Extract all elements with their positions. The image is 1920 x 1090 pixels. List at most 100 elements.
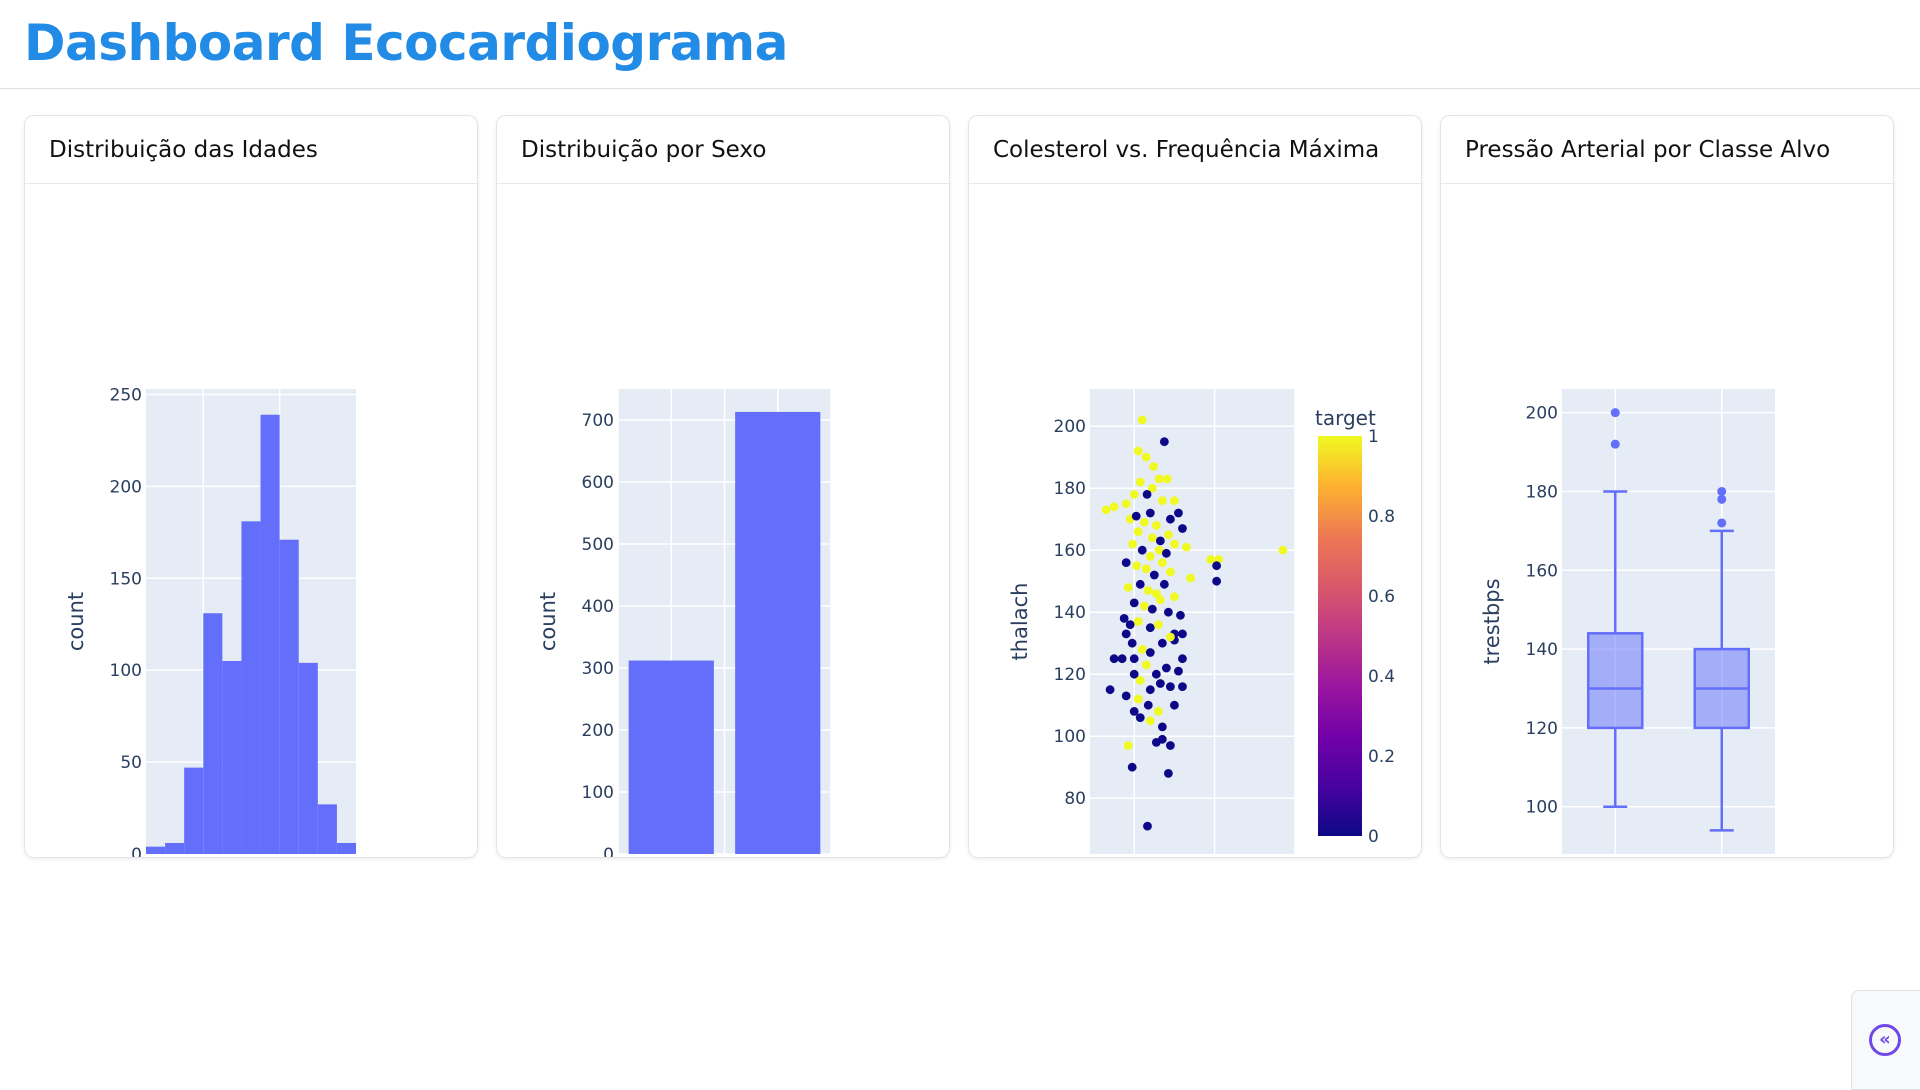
- y-tick-label: 250: [110, 386, 142, 406]
- colorbar-tick-label: 0.6: [1368, 587, 1395, 607]
- scatter-point: [1159, 579, 1169, 589]
- scatter-point: [1129, 598, 1139, 608]
- scatter-point: [1145, 508, 1155, 518]
- scatter-point: [1186, 573, 1195, 583]
- colorbar-tick-label: 1: [1368, 427, 1379, 447]
- scatter-point: [1109, 502, 1119, 512]
- scatter-point: [1121, 499, 1131, 509]
- scatter-point: [1145, 685, 1155, 695]
- scatter-point: [1133, 446, 1143, 456]
- card-age-histogram: Distribuição das Idades 0501001502002504…: [24, 115, 478, 858]
- age-histogram-chart[interactable]: 0501001502002504060agecount: [25, 184, 477, 857]
- histogram-bar: [222, 661, 242, 854]
- scatter-point: [1143, 586, 1153, 595]
- scatter-point: [1155, 536, 1165, 546]
- scatter-point: [1135, 676, 1145, 685]
- colorbar: [1318, 436, 1362, 836]
- box-iqr: [1587, 632, 1644, 730]
- scatter-point: [1157, 558, 1167, 567]
- y-tick-label: 0: [603, 845, 614, 857]
- scatter-point: [1212, 561, 1222, 571]
- colorbar-tick-label: 0.8: [1368, 507, 1395, 527]
- y-tick-label: 150: [110, 569, 142, 589]
- card-title: Pressão Arterial por Classe Alvo: [1441, 116, 1893, 184]
- sidebar-toggle-button[interactable]: «: [1851, 990, 1920, 1090]
- histogram-bar: [279, 539, 299, 854]
- y-tick-label: 100: [110, 661, 142, 681]
- scatter-point: [1161, 548, 1171, 558]
- scatter-point: [1157, 734, 1167, 744]
- histogram-bar: [298, 662, 318, 854]
- scatter-point: [1151, 521, 1161, 530]
- histogram-bar: [203, 613, 223, 854]
- sex-bar-chart[interactable]: 0100200300400500600700−0.500.511.5sexcou…: [497, 184, 949, 857]
- scatter-point: [1170, 700, 1179, 710]
- scatter-point: [1132, 561, 1142, 571]
- card-title: Distribuição das Idades: [25, 116, 477, 184]
- scatter-point: [1206, 555, 1215, 564]
- scatter-point: [1147, 483, 1157, 493]
- scatter-point: [1170, 496, 1179, 505]
- scatter-point: [1117, 654, 1127, 664]
- scatter-point: [1129, 654, 1139, 664]
- y-tick-label: 100: [1054, 727, 1086, 747]
- scatter-point: [1141, 564, 1151, 574]
- scatter-point: [1128, 539, 1138, 549]
- scatter-point: [1145, 716, 1155, 726]
- box-outlier: [1717, 486, 1727, 496]
- colorbar-title: target: [1315, 406, 1376, 430]
- y-tick-label: 50: [120, 753, 142, 773]
- scatter-point: [1127, 638, 1137, 648]
- scatter-point: [1155, 595, 1165, 605]
- histogram-bar: [146, 846, 166, 854]
- y-tick-label: 200: [1526, 404, 1558, 424]
- scatter-point: [1121, 629, 1131, 639]
- box-outlier: [1717, 518, 1727, 528]
- scatter-point: [1157, 638, 1167, 648]
- trestbps-box-chart[interactable]: 10012014016018020001targettrestbps: [1441, 184, 1893, 857]
- scatter-point: [1174, 508, 1183, 518]
- box-outlier: [1717, 494, 1727, 504]
- y-axis-title: trestbps: [1480, 578, 1504, 664]
- scatter-point: [1141, 660, 1151, 670]
- scatter-point: [1133, 527, 1143, 536]
- scatter-point: [1154, 474, 1164, 484]
- y-tick-label: 140: [1526, 640, 1558, 660]
- y-axis-title: count: [536, 592, 560, 651]
- y-tick-label: 120: [1526, 719, 1558, 739]
- scatter-point: [1149, 462, 1158, 471]
- scatter-point: [1165, 514, 1175, 524]
- y-axis-title: count: [64, 592, 88, 651]
- y-tick-label: 500: [582, 535, 614, 555]
- scatter-point: [1109, 654, 1119, 664]
- y-tick-label: 180: [1526, 482, 1558, 502]
- scatter-point: [1145, 623, 1155, 633]
- scatter-point: [1161, 663, 1171, 673]
- scatter-point: [1129, 490, 1139, 499]
- histogram-bar: [260, 414, 280, 854]
- chol-thalach-scatter-chart[interactable]: 80100120140160180200200400600target00.20…: [969, 184, 1421, 857]
- scatter-point: [1129, 707, 1139, 716]
- scatter-point: [1162, 474, 1172, 484]
- page-header: Dashboard Ecocardiograma: [0, 0, 1920, 89]
- histogram-bar: [165, 842, 185, 854]
- double-chevron-left-icon: «: [1869, 1024, 1901, 1056]
- scatter-point: [1165, 567, 1175, 577]
- scatter-point: [1178, 682, 1187, 691]
- card-sex-bar: Distribuição por Sexo 0 100 200 300 400 500 60…: [496, 115, 950, 858]
- y-tick-label: 200: [110, 477, 142, 497]
- scatter-point: [1178, 524, 1187, 533]
- card-title: Distribuição por Sexo: [497, 116, 949, 184]
- y-tick-label: 140: [1054, 603, 1086, 623]
- y-tick-label: 600: [582, 473, 614, 493]
- scatter-point: [1125, 620, 1135, 629]
- scatter-point: [1121, 558, 1131, 567]
- scatter-point: [1137, 415, 1147, 425]
- scatter-point: [1163, 607, 1173, 617]
- scatter-point: [1121, 691, 1131, 701]
- scatter-point: [1135, 477, 1145, 487]
- scatter-point: [1123, 583, 1133, 592]
- card-trestbps-box: Pressão Arterial por Classe Alvo 100 120 1…: [1440, 115, 1894, 858]
- scatter-point: [1176, 610, 1185, 620]
- scatter-point: [1145, 552, 1155, 561]
